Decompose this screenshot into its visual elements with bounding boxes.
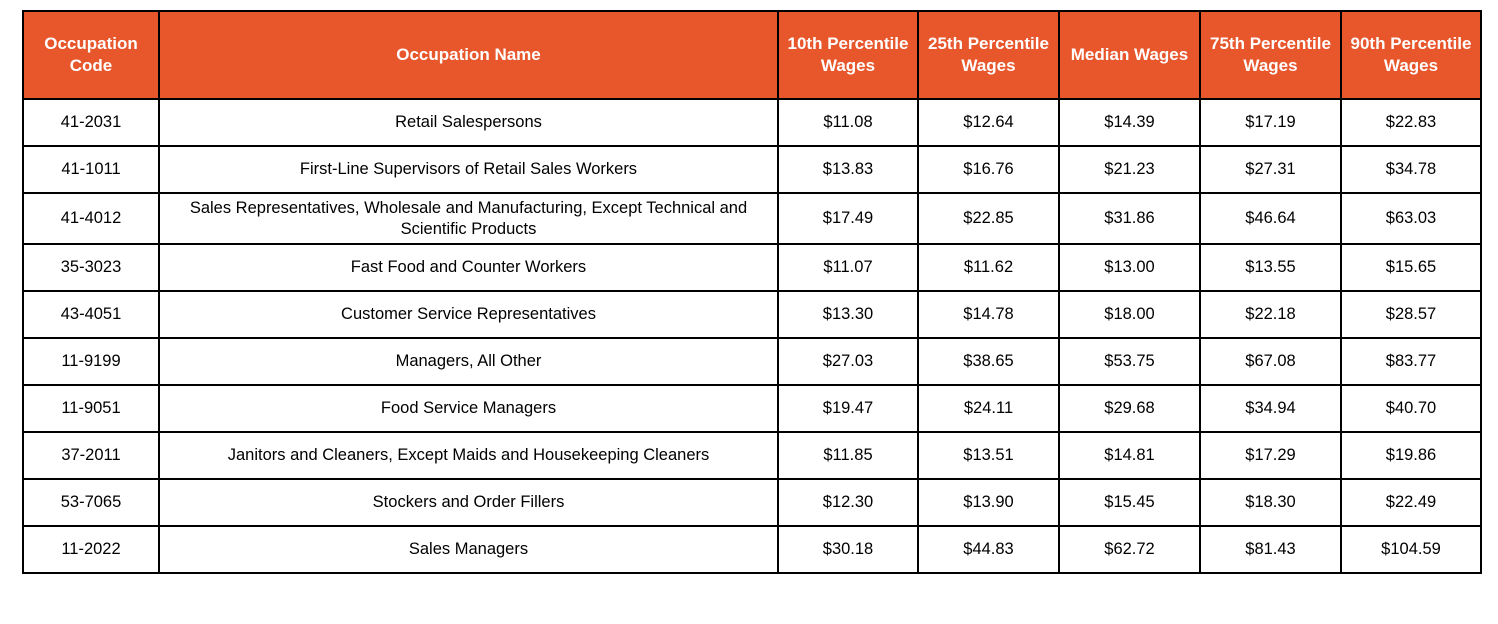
wage-value-cell: $22.85 [917,191,1060,246]
column-header: 10th Percentile Wages [777,10,919,100]
wage-value-cell: $19.86 [1340,431,1482,481]
occupation-name-cell: Food Service Managers [158,384,779,434]
occupation-name-cell: Sales Representatives, Wholesale and Man… [158,191,779,246]
wage-value-cell: $14.39 [1058,98,1201,147]
occupation-name-cell: Sales Managers [158,525,779,575]
occupation-code-cell: 11-9051 [22,384,160,434]
column-header: 90th Percentile Wages [1340,10,1482,100]
wage-value-cell: $22.18 [1199,290,1342,340]
wage-value-cell: $22.83 [1340,98,1482,147]
wage-value-cell: $11.07 [777,243,919,293]
table-row: 41-4012 Sales Representatives, Wholesale … [22,191,1482,246]
occupation-name-cell: First-Line Supervisors of Retail Sales W… [158,145,779,194]
wage-value-cell: $17.19 [1199,98,1342,147]
occupation-code-cell: 11-9199 [22,337,160,387]
wage-table-container: Occupation Code Occupation Name 10th Perce… [22,10,1482,575]
column-header: 25th Percentile Wages [917,10,1060,100]
occupation-code-cell: 41-4012 [22,191,160,246]
table-row: 43-4051 Customer Service Representatives $… [22,290,1482,340]
wage-value-cell: $14.81 [1058,431,1201,481]
table-row: 11-9199 Managers, All Other $27.03 $38.65 $5… [22,337,1482,387]
wage-value-cell: $11.62 [917,243,1060,293]
wage-value-cell: $62.72 [1058,525,1201,575]
wage-value-cell: $13.83 [777,145,919,194]
wage-value-cell: $13.30 [777,290,919,340]
table-body: 41-2031 Retail Salespersons $11.08 $12.64 $1… [22,98,1482,575]
wage-value-cell: $17.49 [777,191,919,246]
wage-value-cell: $18.30 [1199,478,1342,528]
header-row: Occupation Code Occupation Name 10th Perce… [22,10,1482,100]
occupation-code-cell: 43-4051 [22,290,160,340]
wage-value-cell: $40.70 [1340,384,1482,434]
table-row: 11-9051 Food Service Managers $19.47 $24.11… [22,384,1482,434]
occupation-code-cell: 41-1011 [22,145,160,194]
wage-value-cell: $15.45 [1058,478,1201,528]
column-header: 75th Percentile Wages [1199,10,1342,100]
wage-value-cell: $28.57 [1340,290,1482,340]
wage-value-cell: $44.83 [917,525,1060,575]
wage-value-cell: $81.43 [1199,525,1342,575]
wage-value-cell: $11.85 [777,431,919,481]
table-row: 11-2022 Sales Managers $30.18 $44.83 $62.72 $… [22,525,1482,575]
occupation-code-cell: 37-2011 [22,431,160,481]
wage-value-cell: $53.75 [1058,337,1201,387]
wage-value-cell: $30.18 [777,525,919,575]
table-row: 37-2011 Janitors and Cleaners, Except Mai… [22,431,1482,481]
table-row: 41-1011 First-Line Supervisors of Retail … [22,145,1482,194]
wage-value-cell: $13.55 [1199,243,1342,293]
column-header: Median Wages [1058,10,1201,100]
occupation-name-cell: Customer Service Representatives [158,290,779,340]
wage-value-cell: $27.03 [777,337,919,387]
wage-value-cell: $24.11 [917,384,1060,434]
wage-value-cell: $17.29 [1199,431,1342,481]
wage-value-cell: $12.64 [917,98,1060,147]
wage-value-cell: $19.47 [777,384,919,434]
wage-value-cell: $34.78 [1340,145,1482,194]
occupation-wage-table: Occupation Code Occupation Name 10th Perce… [22,10,1482,575]
occupation-code-cell: 41-2031 [22,98,160,147]
wage-value-cell: $11.08 [777,98,919,147]
occupation-name-cell: Janitors and Cleaners, Except Maids and … [158,431,779,481]
wage-value-cell: $63.03 [1340,191,1482,246]
occupation-name-cell: Fast Food and Counter Workers [158,243,779,293]
occupation-name-cell: Retail Salespersons [158,98,779,147]
table-row: 53-7065 Stockers and Order Fillers $12.30 $… [22,478,1482,528]
wage-value-cell: $13.51 [917,431,1060,481]
occupation-code-cell: 11-2022 [22,525,160,575]
wage-value-cell: $31.86 [1058,191,1201,246]
wage-value-cell: $12.30 [777,478,919,528]
wage-value-cell: $13.00 [1058,243,1201,293]
occupation-code-cell: 53-7065 [22,478,160,528]
occupation-name-cell: Stockers and Order Fillers [158,478,779,528]
wage-value-cell: $14.78 [917,290,1060,340]
wage-value-cell: $29.68 [1058,384,1201,434]
wage-value-cell: $13.90 [917,478,1060,528]
wage-value-cell: $15.65 [1340,243,1482,293]
occupation-code-cell: 35-3023 [22,243,160,293]
column-header: Occupation Code [22,10,160,100]
wage-value-cell: $46.64 [1199,191,1342,246]
wage-value-cell: $27.31 [1199,145,1342,194]
wage-value-cell: $38.65 [917,337,1060,387]
wage-value-cell: $83.77 [1340,337,1482,387]
table-row: 35-3023 Fast Food and Counter Workers $11.… [22,243,1482,293]
wage-value-cell: $18.00 [1058,290,1201,340]
occupation-name-cell: Managers, All Other [158,337,779,387]
wage-value-cell: $21.23 [1058,145,1201,194]
wage-value-cell: $104.59 [1340,525,1482,575]
wage-value-cell: $67.08 [1199,337,1342,387]
column-header: Occupation Name [158,10,779,100]
wage-value-cell: $16.76 [917,145,1060,194]
table-row: 41-2031 Retail Salespersons $11.08 $12.64 $1… [22,98,1482,147]
wage-value-cell: $34.94 [1199,384,1342,434]
wage-value-cell: $22.49 [1340,478,1482,528]
